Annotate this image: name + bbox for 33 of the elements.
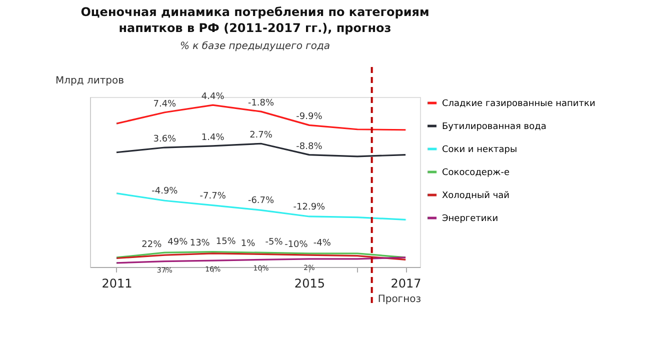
annotation: 2.7% [250,130,273,141]
chart-subtitle: % к базе предыдущего года [180,41,330,52]
y-axis-title: Млрд литров [56,76,124,86]
annotation: 13% [190,238,210,248]
annotation: 49% [168,238,188,248]
annotation: 1.4% [201,132,225,143]
annotation: -4% [313,238,332,248]
legend-label: Энергетики [442,214,498,224]
annotation: -8.8% [296,142,323,152]
annotation: -4.9% [152,186,178,197]
legend-label: Сокосодерж-е [442,168,510,178]
annotation: -9.9% [296,112,323,122]
annotation: -12.9% [293,202,326,212]
x-tick-label: 2011 [102,276,132,290]
legend-label: Холодный чай [442,191,510,201]
x-tick-label: 2017 [390,276,422,290]
chart-title: Оценочная динамика потребления по категориям напитков в РФ (2011-2017 гг.), прогноз [80,5,430,35]
annotation: -1.8% [248,98,275,109]
annotation: -10% [284,240,308,250]
annotation: 7.4% [153,99,177,110]
annotation: -7.7% [200,191,226,202]
annotation: 3.6% [153,134,177,145]
legend-label: Соки и нектары [442,145,518,155]
ref-line-label: Прогноз [378,294,422,305]
annotation: 4.4% [201,92,225,102]
legend-label: Сладкие газированные напитки [442,99,596,109]
annotation: -6.7% [248,196,275,206]
legend-label: Бутилированная вода [442,122,546,132]
annotation: 22% [142,240,162,250]
x-tick-label: 2015 [294,276,325,290]
annotation: -5% [265,238,284,248]
annotation: 15% [216,236,236,247]
annotation: 1% [240,239,256,250]
